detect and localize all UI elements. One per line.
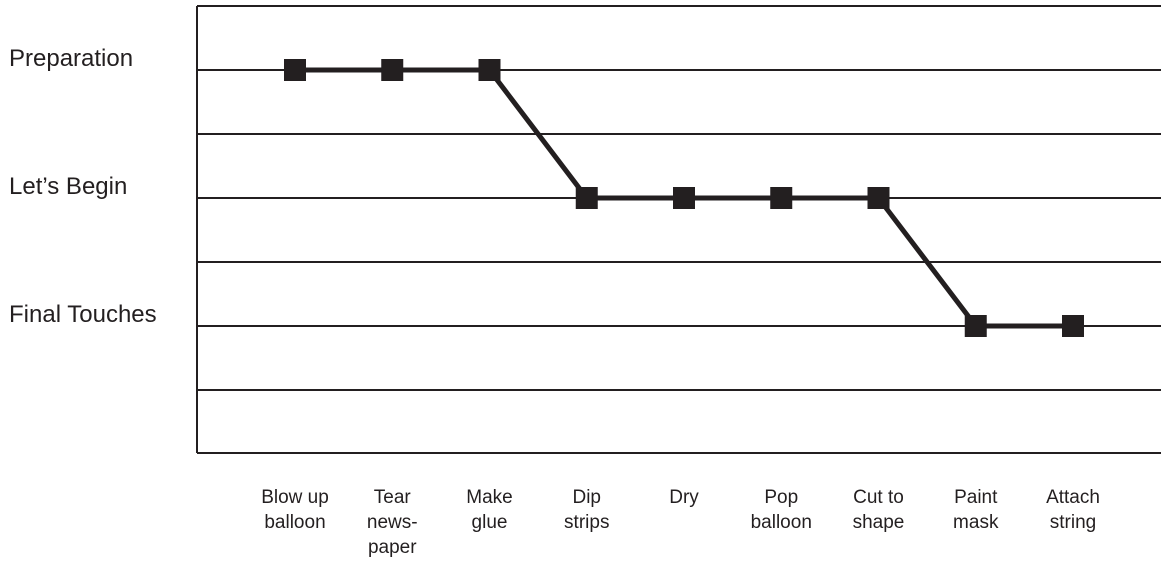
gridlines bbox=[197, 69, 1161, 391]
data-markers bbox=[284, 59, 1084, 337]
plot-frame bbox=[196, 5, 1161, 454]
data-point-marker bbox=[1062, 315, 1084, 337]
data-point-marker bbox=[478, 59, 501, 81]
y-axis-labels: Preparation Let’s Begin Final Touches bbox=[9, 45, 157, 328]
x-tick-label: Dip strips bbox=[564, 487, 609, 533]
data-point-marker bbox=[867, 187, 890, 209]
data-point-marker bbox=[770, 187, 793, 209]
y-tick-label: Final Touches bbox=[9, 301, 157, 328]
data-point-marker bbox=[284, 59, 306, 81]
x-tick-label: Blow up balloon bbox=[261, 487, 329, 533]
x-tick-label: Dry bbox=[669, 487, 699, 508]
data-point-marker bbox=[964, 315, 987, 337]
x-tick-label: Pop balloon bbox=[751, 487, 812, 533]
data-point-marker bbox=[673, 187, 695, 209]
x-tick-label: Cut to shape bbox=[853, 487, 905, 533]
y-tick-label: Preparation bbox=[9, 45, 133, 72]
x-tick-label: Paint mask bbox=[953, 487, 999, 533]
x-axis-labels: Blow up balloon Tear news-paper Make glue Dip s… bbox=[261, 487, 1100, 558]
x-tick-label: Attach string bbox=[1046, 487, 1100, 533]
x-tick-label: Make glue bbox=[466, 487, 512, 533]
data-point-marker bbox=[381, 59, 404, 81]
data-point-marker bbox=[575, 187, 598, 209]
y-tick-label: Let’s Begin bbox=[9, 173, 127, 200]
x-tick-label: Tear news-paper bbox=[367, 487, 418, 558]
